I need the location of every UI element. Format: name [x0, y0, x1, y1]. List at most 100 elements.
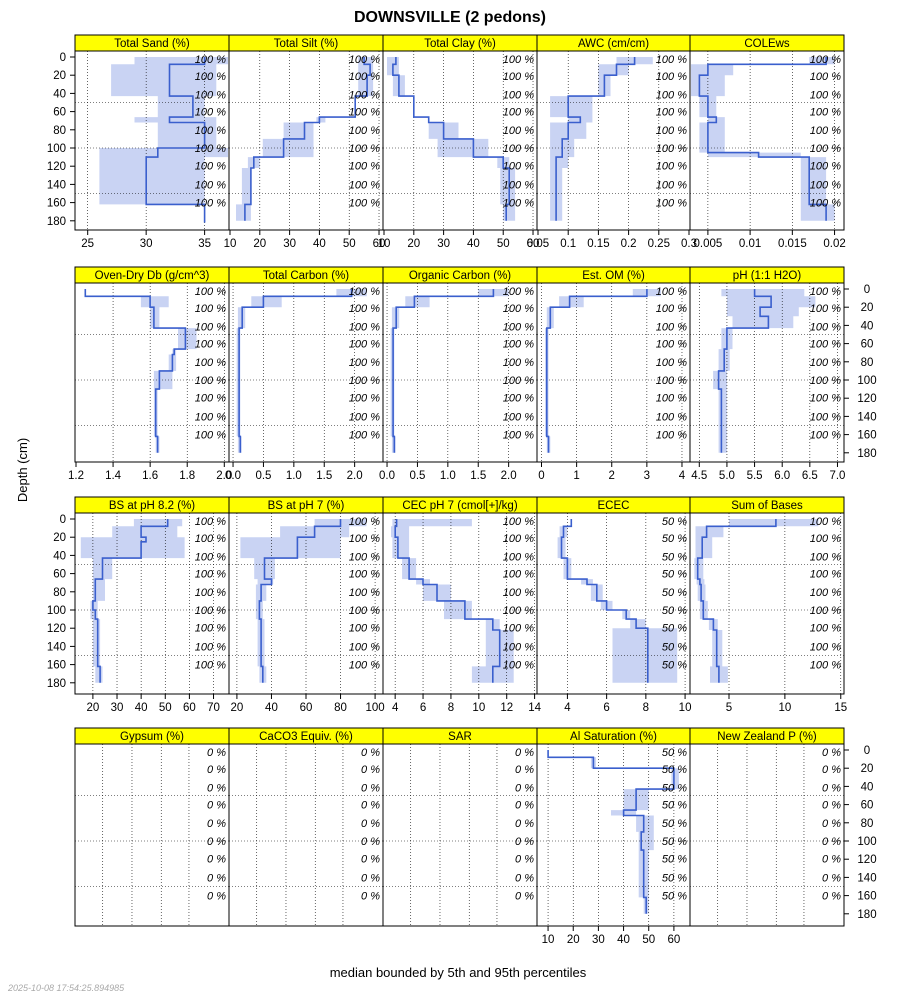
- pct-label: 0 %: [822, 836, 841, 848]
- median-line: [698, 57, 827, 221]
- x-tick-label: 20: [86, 702, 99, 714]
- pct-label: 100 %: [503, 516, 534, 528]
- pct-label: 100 %: [503, 641, 534, 653]
- pct-label: 0 %: [822, 782, 841, 794]
- x-tick-label: 7.0: [829, 470, 845, 482]
- pct-label: 0 %: [361, 747, 380, 759]
- pct-label: 50 %: [662, 641, 687, 653]
- panel-title: CEC pH 7 (cmol[+]/kg): [402, 500, 518, 512]
- pct-label: 100 %: [656, 89, 687, 101]
- x-tick-label: 1.0: [286, 470, 302, 482]
- pct-label: 100 %: [195, 125, 226, 137]
- x-tick-label: 40: [617, 934, 630, 946]
- pct-label: 100 %: [503, 392, 534, 404]
- pct-label: 100 %: [810, 533, 841, 545]
- x-tick-label: 0.15: [587, 238, 609, 250]
- panel: New Zealand P (%) 0 % 0 % 0 % 0 % 0 % 0 % 0 % 0 …: [689, 727, 845, 927]
- depth-tick-label: 180: [857, 448, 876, 460]
- median-line: [696, 519, 777, 683]
- pct-label: 100 %: [810, 160, 841, 172]
- pct-label: 0 %: [207, 853, 226, 865]
- pct-label: 100 %: [195, 641, 226, 653]
- pct-label: 100 %: [810, 660, 841, 672]
- x-tick-label: 25: [81, 238, 94, 250]
- pct-label: 100 %: [349, 516, 380, 528]
- pct-label: 50 %: [662, 622, 687, 634]
- depth-tick-label: 100: [857, 836, 876, 848]
- pct-label: 100 %: [349, 143, 380, 155]
- x-tick-label: 60: [668, 934, 681, 946]
- pct-label: 100 %: [195, 430, 226, 442]
- pct-label: 0 %: [207, 764, 226, 776]
- pct-label: 100 %: [349, 641, 380, 653]
- pct-label: 0 %: [515, 853, 534, 865]
- x-tick-label: 0.005: [693, 238, 722, 250]
- percentile-band: [550, 57, 653, 221]
- pct-label: 50 %: [662, 872, 687, 884]
- x-tick-label: 35: [198, 238, 211, 250]
- pct-label: 0 %: [515, 872, 534, 884]
- pct-label: 100 %: [195, 303, 226, 315]
- depth-tick-label: 0: [864, 284, 870, 296]
- pct-label: 100 %: [503, 303, 534, 315]
- pct-label: 100 %: [349, 160, 380, 172]
- pct-label: 100 %: [656, 179, 687, 191]
- depth-tick-label: 140: [47, 641, 66, 653]
- median-line: [560, 519, 649, 683]
- panel-title: Total Sand (%): [114, 38, 190, 50]
- median-line: [244, 57, 371, 221]
- pct-label: 50 %: [662, 516, 687, 528]
- pct-label: 100 %: [656, 375, 687, 387]
- depth-tick-label: 0: [60, 52, 66, 64]
- pct-label: 100 %: [349, 622, 380, 634]
- pct-label: 100 %: [503, 125, 534, 137]
- pct-label: 100 %: [503, 339, 534, 351]
- pct-label: 0 %: [515, 836, 534, 848]
- depth-tick-label: 120: [857, 854, 876, 866]
- pct-label: 100 %: [503, 160, 534, 172]
- x-tick-label: 8: [448, 702, 454, 714]
- pct-label: 0 %: [515, 818, 534, 830]
- x-tick-label: 2.0: [216, 470, 232, 482]
- x-tick-label: 1.5: [316, 470, 332, 482]
- depth-tick-label: 40: [53, 88, 66, 100]
- pct-label: 100 %: [656, 321, 687, 333]
- pct-label: 100 %: [195, 357, 226, 369]
- x-tick-label: 0.5: [409, 470, 425, 482]
- pct-label: 0 %: [361, 853, 380, 865]
- pct-label: 100 %: [656, 303, 687, 315]
- x-tick-label: 12: [500, 702, 513, 714]
- panel-border: [382, 743, 538, 927]
- pct-label: 100 %: [503, 533, 534, 545]
- pct-label: 100 %: [195, 54, 226, 66]
- panel: Organic Carbon (%) 100 % 100 % 100 % 100 % 10…: [379, 266, 538, 482]
- pct-label: 100 %: [810, 286, 841, 298]
- pct-label: 100 %: [349, 198, 380, 210]
- pct-label: 50 %: [662, 782, 687, 794]
- pct-label: 0 %: [822, 891, 841, 903]
- pct-label: 100 %: [195, 71, 226, 83]
- pct-label: 100 %: [503, 179, 534, 191]
- panel-title: pH (1:1 H2O): [733, 270, 802, 282]
- pct-label: 100 %: [195, 392, 226, 404]
- pct-label: 100 %: [195, 411, 226, 423]
- pct-label: 50 %: [662, 853, 687, 865]
- depth-tick-label: 20: [861, 302, 874, 314]
- pct-label: 100 %: [195, 339, 226, 351]
- median-line: [717, 289, 772, 453]
- depth-tick-label: 100: [47, 143, 66, 155]
- pct-label: 100 %: [503, 660, 534, 672]
- pct-label: 100 %: [810, 179, 841, 191]
- x-tick-label: 0.0: [225, 470, 241, 482]
- pct-label: 100 %: [810, 392, 841, 404]
- pct-label: 100 %: [349, 321, 380, 333]
- pct-label: 100 %: [810, 605, 841, 617]
- pct-label: 100 %: [810, 198, 841, 210]
- x-tick-label: 0.5: [255, 470, 271, 482]
- panel-border: [689, 282, 845, 463]
- pct-label: 100 %: [810, 339, 841, 351]
- panel: Est. OM (%) 100 % 100 % 100 % 100 % 100 % 100 …: [536, 266, 691, 482]
- pct-label: 100 %: [810, 375, 841, 387]
- pct-label: 0 %: [207, 836, 226, 848]
- x-tick-label: 10: [224, 238, 237, 250]
